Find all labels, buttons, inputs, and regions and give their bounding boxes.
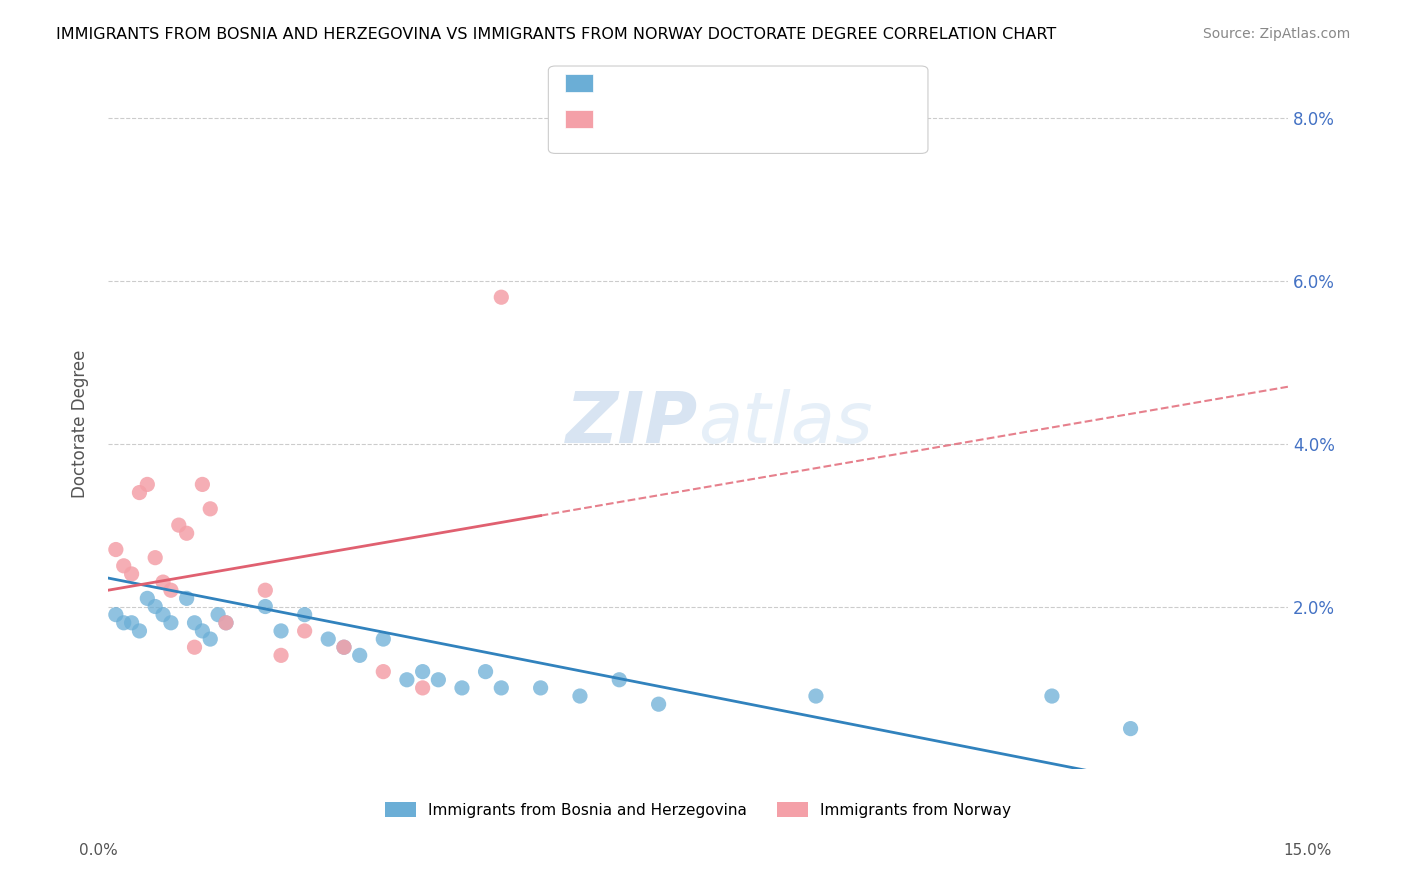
Text: 0.15: 0.15 <box>636 110 672 128</box>
Point <box>104 542 127 557</box>
Point <box>427 673 450 687</box>
Point <box>349 648 371 663</box>
Point <box>167 518 190 533</box>
Point <box>294 624 316 638</box>
Text: IMMIGRANTS FROM BOSNIA AND HERZEGOVINA VS IMMIGRANTS FROM NORWAY DOCTORATE DEGRE: IMMIGRANTS FROM BOSNIA AND HERZEGOVINA V… <box>56 27 1056 42</box>
Point <box>121 566 143 581</box>
Point <box>491 681 513 695</box>
Point <box>1119 722 1142 736</box>
Point <box>412 665 434 679</box>
Point <box>491 290 513 304</box>
Text: Source: ZipAtlas.com: Source: ZipAtlas.com <box>1202 27 1350 41</box>
Text: R =: R = <box>599 74 636 92</box>
Point <box>607 673 630 687</box>
Point <box>215 615 238 630</box>
Point <box>254 583 277 598</box>
Point <box>152 607 174 622</box>
Point <box>333 640 356 655</box>
Text: R =: R = <box>599 110 636 128</box>
Point <box>568 689 591 703</box>
Point <box>373 632 395 646</box>
Point <box>647 697 669 711</box>
Point <box>191 624 214 638</box>
Point <box>254 599 277 614</box>
Point <box>395 673 418 687</box>
Text: atlas: atlas <box>697 389 873 458</box>
Point <box>316 632 339 646</box>
Point <box>474 665 496 679</box>
Point <box>191 477 214 491</box>
Point <box>121 615 143 630</box>
Point <box>207 607 229 622</box>
Point <box>183 640 205 655</box>
Point <box>215 615 238 630</box>
Point <box>804 689 827 703</box>
Point <box>176 591 198 606</box>
Point <box>136 591 159 606</box>
Point <box>152 575 174 590</box>
Text: ZIP: ZIP <box>565 389 697 458</box>
Text: 0.0%: 0.0% <box>79 843 118 858</box>
Point <box>112 615 135 630</box>
Y-axis label: Doctorate Degree: Doctorate Degree <box>72 349 89 498</box>
Legend: Immigrants from Bosnia and Herzegovina, Immigrants from Norway: Immigrants from Bosnia and Herzegovina, … <box>378 796 1017 824</box>
Point <box>136 477 159 491</box>
Point <box>373 665 395 679</box>
Point <box>451 681 474 695</box>
Point <box>200 501 222 516</box>
Point <box>112 558 135 573</box>
Text: N =: N = <box>710 74 747 92</box>
Point <box>1040 689 1063 703</box>
Point <box>128 485 150 500</box>
Text: 21: 21 <box>748 110 769 128</box>
Point <box>160 615 183 630</box>
Point <box>270 648 292 663</box>
Point <box>412 681 434 695</box>
Point <box>183 615 205 630</box>
Point <box>333 640 356 655</box>
Point <box>200 632 222 646</box>
Point <box>270 624 292 638</box>
Point <box>143 550 166 565</box>
Point <box>176 526 198 541</box>
Point <box>128 624 150 638</box>
Point <box>530 681 553 695</box>
Point <box>104 607 127 622</box>
Text: N =: N = <box>710 110 747 128</box>
Text: -0.514: -0.514 <box>636 74 689 92</box>
Point <box>294 607 316 622</box>
Point <box>143 599 166 614</box>
Point <box>160 583 183 598</box>
Text: 34: 34 <box>748 74 769 92</box>
Text: 15.0%: 15.0% <box>1284 843 1331 858</box>
